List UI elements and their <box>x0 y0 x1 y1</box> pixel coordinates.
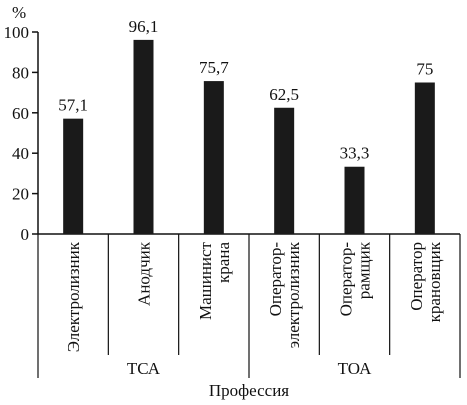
category-label: Машинист крана <box>196 241 233 320</box>
value-label: 96,1 <box>129 17 159 36</box>
y-tick-label: 20 <box>12 185 29 204</box>
group-label: ТОА <box>338 359 373 378</box>
y-tick-label: 80 <box>12 63 29 82</box>
category-label-line: рамщик <box>355 241 374 299</box>
bar <box>414 82 435 234</box>
y-tick-label: 0 <box>21 225 30 244</box>
value-label: 62,5 <box>269 85 299 104</box>
value-label: 33,3 <box>340 144 370 163</box>
value-label: 75,7 <box>199 58 229 77</box>
category-label-line: крана <box>214 242 233 283</box>
category-label: Оператор крановщик <box>407 241 444 322</box>
category-label: Оператор-рамщик <box>337 241 374 316</box>
bar <box>344 166 365 234</box>
category-label: Электролизник <box>64 241 83 352</box>
bar <box>274 107 295 234</box>
x-axis-title: Профессия <box>209 381 289 400</box>
bar <box>203 81 224 234</box>
category-label-line: Машинист <box>196 241 215 320</box>
category-labels: Электролизник Анодчик Машинист крана Операто… <box>37 234 461 355</box>
bar <box>63 118 84 234</box>
bar <box>133 39 154 235</box>
category-label-line: Оператор- <box>266 242 285 317</box>
y-axis-ticks: 0 20 40 60 80 100 <box>4 23 38 244</box>
group-labels: ТСА ТОА <box>37 355 461 378</box>
y-tick-label: 60 <box>12 104 29 123</box>
value-labels: 57,1 96,1 75,7 62,5 33,3 75 <box>58 17 433 163</box>
value-label: 57,1 <box>58 96 88 115</box>
y-axis-unit-label: % <box>12 3 26 22</box>
category-label: Оператор-электролизник <box>266 241 303 348</box>
category-label-line: Оператор- <box>337 242 356 317</box>
category-label-line: крановщик <box>425 241 444 322</box>
category-label-line: Оператор <box>407 242 426 311</box>
y-tick-label: 40 <box>12 144 29 163</box>
value-label: 75 <box>416 60 433 79</box>
y-tick-label: 100 <box>4 23 30 42</box>
category-label: Анодчик <box>135 241 154 306</box>
category-label-line: Электролизник <box>64 241 83 352</box>
group-label: ТСА <box>127 359 161 378</box>
category-label-line: Анодчик <box>135 241 154 306</box>
category-label-line: электролизник <box>284 241 303 348</box>
bars <box>63 39 435 235</box>
